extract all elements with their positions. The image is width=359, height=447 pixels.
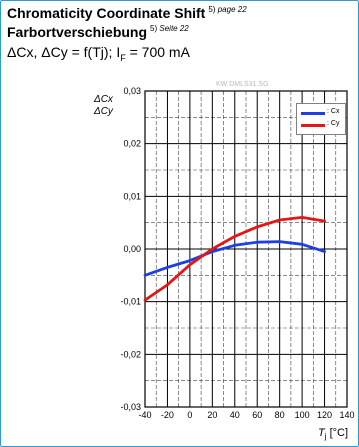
x-tick-label: 80 [275,410,285,420]
x-tick-label: 120 [317,410,332,420]
x-tick-label: 40 [230,410,240,420]
x-tick-label: -40 [138,410,151,420]
legend-item-cy: : Cy [301,120,345,130]
chart-title-de: Farbortverschiebung 5) Seite 22 [7,24,189,40]
x-tick-label: 140 [339,410,354,420]
title-en-text: Chromaticity Coordinate Shift [7,5,206,21]
y-axis-label-cy: ΔCy [94,106,113,117]
watermark: KW DMLS31.SG [216,81,269,88]
y-tick-label: -0,02 [120,349,141,359]
x-tick-label: 100 [295,410,310,420]
y-tick-label: 0,02 [123,139,141,149]
series-line-cy [143,215,327,302]
legend-label-cy: : Cy [327,120,340,127]
plot-border [144,90,348,408]
legend-swatch-cx [301,112,325,115]
legend-label-cx: : Cx [327,108,340,115]
chart-legend: : Cx : Cy [296,103,346,135]
y-tick-label: 0,00 [123,244,141,254]
formula-sub: F [120,52,126,63]
x-tick-label: 20 [207,410,217,420]
footnote-page: Seite 22 [159,24,189,34]
y-tick-label: -0,01 [120,297,141,307]
legend-item-cx: : Cx [301,108,345,118]
x-axis-unit: [°C] [326,427,349,439]
x-tick-label: 60 [252,410,262,420]
x-tick-label: -20 [161,410,174,420]
title-en-footnote: 5) page 22 [208,5,246,14]
chart-title-en: Chromaticity Coordinate Shift 5) page 22 [7,5,247,21]
footnote-ref: 5) [150,24,158,34]
chart-formula: ΔCx, ΔCy = f(Tj); IF = 700 mA [7,44,190,63]
x-tick-label: 0 [187,410,192,420]
footnote-ref: 5) [208,5,216,15]
legend-swatch-cy [301,124,325,127]
y-tick-label: 0,01 [123,191,141,201]
formula-main: ΔCx, ΔCy = f(Tj); I [7,44,121,60]
y-tick-label: 0,03 [123,86,141,96]
y-tick-label: -0,03 [120,402,141,412]
series-line-cx [143,240,327,277]
title-de-footnote: 5) Seite 22 [150,24,189,33]
x-axis-subscript: j [324,432,327,442]
y-axis-label-cx: ΔCx [94,94,113,105]
footnote-page: page 22 [217,5,247,15]
title-de-text: Farbortverschiebung [7,24,148,40]
x-axis-symbol: T [318,427,325,439]
x-axis-label: Tj [°C] [318,427,348,441]
formula-tail: = 700 mA [125,44,190,60]
